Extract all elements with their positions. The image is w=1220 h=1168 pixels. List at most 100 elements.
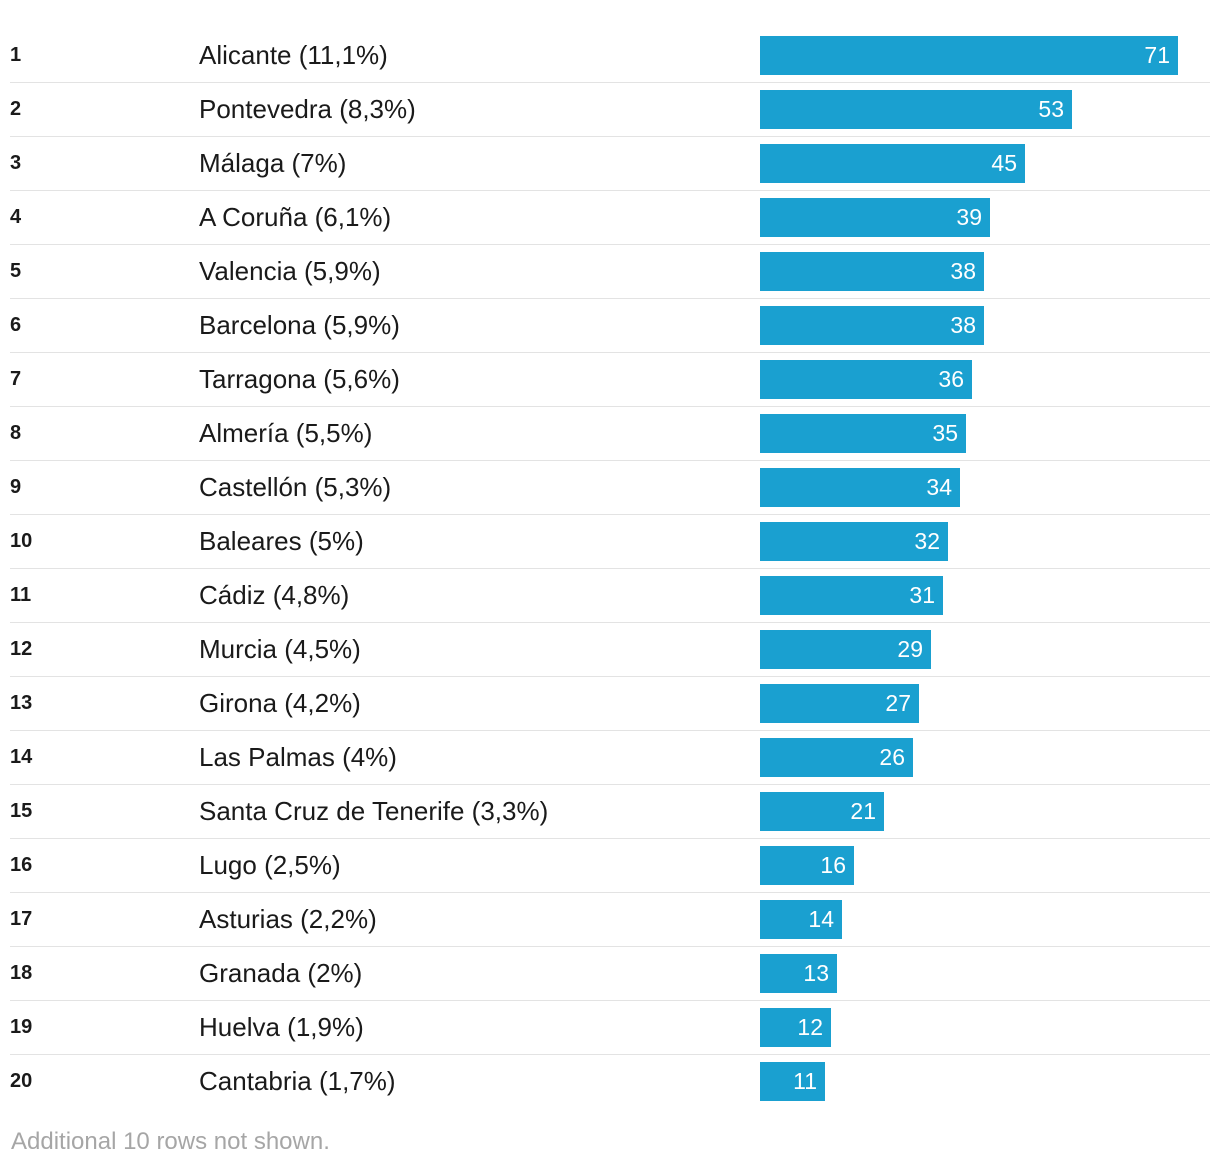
rank-label: 19 [10, 1016, 33, 1038]
table-row: 6 Barcelona (5,9%) 38 [10, 299, 1210, 353]
category-label: Granada (2%) [199, 958, 363, 988]
category-label: Barcelona (5,9%) [199, 310, 400, 340]
rank-label: 8 [10, 422, 22, 444]
category-label: Cantabria (1,7%) [199, 1066, 396, 1096]
bar-value-label: 53 [1038, 96, 1064, 122]
rank-label: 13 [10, 692, 33, 714]
category-label: Huelva (1,9%) [199, 1012, 364, 1042]
bar: 45 [760, 144, 1025, 183]
category-label: Girona (4,2%) [199, 688, 361, 718]
category-label: Murcia (4,5%) [199, 634, 361, 664]
rank-label: 1 [10, 44, 22, 66]
table-row: 17 Asturias (2,2%) 14 [10, 893, 1210, 947]
bar-value-label: 11 [793, 1068, 817, 1094]
rank-label: 10 [10, 530, 33, 552]
bar-value-label: 45 [991, 150, 1017, 176]
table-row: 7 Tarragona (5,6%) 36 [10, 353, 1210, 407]
bar: 39 [760, 198, 990, 237]
bar: 29 [760, 630, 931, 669]
table-row: 15 Santa Cruz de Tenerife (3,3%) 21 [10, 785, 1210, 839]
bar: 71 [760, 36, 1178, 75]
table-row: 4 A Coruña (6,1%) 39 [10, 191, 1210, 245]
bar: 14 [760, 900, 842, 939]
bar: 35 [760, 414, 966, 453]
bar-value-label: 31 [909, 582, 935, 608]
rank-label: 9 [10, 476, 22, 498]
bar: 12 [760, 1008, 831, 1047]
bar: 38 [760, 306, 984, 345]
bar: 32 [760, 522, 948, 561]
bar-value-label: 36 [938, 366, 964, 392]
table-row: 13 Girona (4,2%) 27 [10, 677, 1210, 731]
category-label: Asturias (2,2%) [199, 904, 377, 934]
table-row: 16 Lugo (2,5%) 16 [10, 839, 1210, 893]
bar: 38 [760, 252, 984, 291]
category-label: Cádiz (4,8%) [199, 580, 350, 610]
rank-label: 11 [10, 584, 32, 606]
rank-label: 4 [10, 206, 22, 228]
bar: 27 [760, 684, 919, 723]
table-row: 2 Pontevedra (8,3%) 53 [10, 83, 1210, 137]
bar-value-label: 38 [950, 312, 976, 338]
category-label: Castellón (5,3%) [199, 472, 392, 502]
table-row: 10 Baleares (5%) 32 [10, 515, 1210, 569]
category-label: Valencia (5,9%) [199, 256, 381, 286]
table-row: 11 Cádiz (4,8%) 31 [10, 569, 1210, 623]
bar-value-label: 21 [850, 798, 876, 824]
category-label: Santa Cruz de Tenerife (3,3%) [199, 796, 549, 826]
bar-value-label: 34 [926, 474, 952, 500]
category-label: Baleares (5%) [199, 526, 364, 556]
category-label: Lugo (2,5%) [199, 850, 341, 880]
rank-label: 16 [10, 854, 33, 876]
table-row: 3 Málaga (7%) 45 [10, 137, 1210, 191]
category-label: A Coruña (6,1%) [199, 202, 392, 232]
rank-label: 5 [10, 260, 22, 282]
category-label: Pontevedra (8,3%) [199, 94, 416, 124]
footnote: Additional 10 rows not shown. [11, 1128, 330, 1155]
table-row: 19 Huelva (1,9%) 12 [10, 1001, 1210, 1055]
table-row: 8 Almería (5,5%) 35 [10, 407, 1210, 461]
table-row: 20 Cantabria (1,7%) 11 [10, 1055, 1210, 1109]
rank-label: 14 [10, 746, 33, 768]
bar: 21 [760, 792, 884, 831]
table-row: 18 Granada (2%) 13 [10, 947, 1210, 1001]
bar-value-label: 32 [914, 528, 940, 554]
table-row: 12 Murcia (4,5%) 29 [10, 623, 1210, 677]
bar-value-label: 16 [820, 852, 846, 878]
rank-label: 20 [10, 1070, 33, 1092]
bar: 34 [760, 468, 960, 507]
bar: 31 [760, 576, 943, 615]
table-row: 14 Las Palmas (4%) 26 [10, 731, 1210, 785]
rank-label: 2 [10, 98, 22, 120]
bar: 16 [760, 846, 854, 885]
bar-chart-table: 1 Alicante (11,1%) 71 2 Pontevedra (8,3%) 53 3… [10, 29, 1210, 1109]
rank-label: 3 [10, 152, 22, 174]
bar-value-label: 35 [932, 420, 958, 446]
rank-label: 6 [10, 314, 22, 336]
bar-value-label: 38 [950, 258, 976, 284]
bar: 36 [760, 360, 972, 399]
bar-value-label: 29 [897, 636, 923, 662]
rank-label: 7 [10, 368, 22, 390]
table-row: 1 Alicante (11,1%) 71 [10, 29, 1210, 83]
bar: 26 [760, 738, 913, 777]
category-label: Almería (5,5%) [199, 418, 373, 448]
category-label: Tarragona (5,6%) [199, 364, 400, 394]
bar: 11 [760, 1062, 825, 1101]
bar-value-label: 39 [956, 204, 982, 230]
bar: 13 [760, 954, 837, 993]
table-row: 9 Castellón (5,3%) 34 [10, 461, 1210, 515]
rank-label: 18 [10, 962, 33, 984]
rank-label: 15 [10, 800, 33, 822]
bar-value-label: 27 [885, 690, 911, 716]
bar-value-label: 14 [808, 906, 834, 932]
category-label: Las Palmas (4%) [199, 742, 397, 772]
bar-value-label: 13 [803, 960, 829, 986]
category-label: Alicante (11,1%) [199, 40, 388, 70]
bar: 53 [760, 90, 1072, 129]
bar-value-label: 71 [1144, 42, 1170, 68]
bar-value-label: 26 [879, 744, 905, 770]
bar-value-label: 12 [797, 1014, 823, 1040]
category-label: Málaga (7%) [199, 148, 347, 178]
table-row: 5 Valencia (5,9%) 38 [10, 245, 1210, 299]
